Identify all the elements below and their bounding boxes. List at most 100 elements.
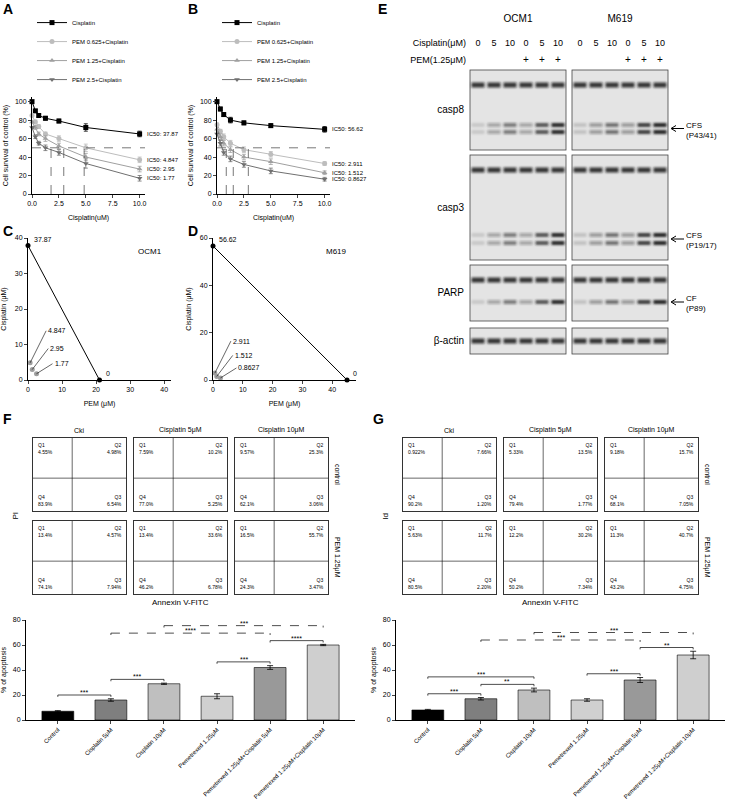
svg-text:Q211.7%: Q211.7% [478,525,492,538]
svg-text:Q10.922%: Q10.922% [408,442,426,455]
svg-text:PEM 1.25μM: PEM 1.25μM [703,537,711,578]
svg-text:40: 40 [328,386,336,393]
svg-text:Q19.18%: Q19.18% [610,442,625,455]
svg-text:***: *** [477,671,485,678]
svg-text:****: **** [185,627,196,634]
svg-text:Q474.1%: Q474.1% [38,577,53,590]
svg-text:PEM (μM): PEM (μM) [269,400,301,408]
svg-text:Cisplatin 10μM: Cisplatin 10μM [628,426,675,434]
svg-text:2.5: 2.5 [54,200,64,207]
svg-text:casp8: casp8 [437,104,464,115]
svg-text:***: *** [240,656,248,663]
svg-text:5.0: 5.0 [266,200,276,207]
svg-text:Q33.06%: Q33.06% [309,494,324,507]
svg-text:10: 10 [505,38,515,48]
svg-text:PARP: PARP [438,287,465,298]
svg-text:60: 60 [19,135,27,142]
svg-text:+: + [641,54,647,65]
svg-text:4.847: 4.847 [48,327,66,334]
svg-text:20: 20 [19,172,27,179]
svg-text:PI: PI [11,512,20,520]
svg-text:Q19.57%: Q19.57% [240,442,255,455]
svg-text:60: 60 [383,641,391,648]
svg-text:Q15.33%: Q15.33% [509,442,524,455]
svg-text:Q37.34%: Q37.34% [578,577,593,590]
svg-text:Q233.6%: Q233.6% [208,525,223,538]
svg-text:% of apoptosis: % of apoptosis [370,647,378,693]
svg-text:IC50: 0.8627: IC50: 0.8627 [332,176,367,182]
svg-text:Q450.2%: Q450.2% [509,577,524,590]
svg-text:2.95: 2.95 [50,345,64,352]
svg-text:Q240.7%: Q240.7% [679,525,694,538]
svg-text:CF: CF [686,294,697,303]
svg-text:Pemetrexed 1.25μM+Cisplatin 5μ: Pemetrexed 1.25μM+Cisplatin 5μM [202,727,273,798]
svg-text:PEM 0.625+Cisplatin: PEM 0.625+Cisplatin [257,39,313,45]
svg-text:0: 0 [353,370,357,377]
svg-text:Annexin V-FITC: Annexin V-FITC [152,598,209,607]
svg-text:M619: M619 [607,13,632,24]
svg-text:Q479.4%: Q479.4% [509,494,524,507]
svg-text:Q111.3%: Q111.3% [610,525,624,538]
svg-text:Q424.3%: Q424.3% [240,577,255,590]
svg-text:Q443.2%: Q443.2% [610,577,625,590]
svg-text:Q36.54%: Q36.54% [107,494,122,507]
svg-text:Cisplatin 5μM: Cisplatin 5μM [84,727,114,757]
svg-text:Q31.77%: Q31.77% [578,494,593,507]
svg-text:Cisplatin 10μM: Cisplatin 10μM [134,727,166,759]
svg-text:20: 20 [269,386,277,393]
svg-text:Q477.0%: Q477.0% [139,494,154,507]
svg-text:(P43/41): (P43/41) [686,131,717,140]
svg-text:Q36.78%: Q36.78% [208,577,223,590]
svg-text:Q255.7%: Q255.7% [309,525,324,538]
svg-text:80: 80 [13,616,21,623]
svg-text:Control: Control [43,727,61,745]
svg-text:40: 40 [160,386,168,393]
svg-text:40: 40 [383,666,391,673]
svg-text:Cki: Cki [74,427,85,434]
svg-text:5: 5 [641,38,646,48]
svg-text:40: 40 [204,154,212,161]
svg-text:IC50: 1.512: IC50: 1.512 [332,170,364,176]
svg-text:***: *** [80,689,88,696]
svg-text:***: *** [610,627,618,634]
svg-text:7.5: 7.5 [293,200,303,207]
svg-text:Q446.2%: Q446.2% [139,577,154,590]
svg-text:Q27.66%: Q27.66% [477,442,492,455]
svg-text:β-actin: β-actin [434,335,464,346]
svg-text:***: *** [133,673,141,680]
svg-text:Q462.1%: Q462.1% [240,494,255,507]
svg-text:10: 10 [655,38,665,48]
svg-text:+: + [523,54,529,65]
svg-text:control: control [704,464,711,485]
svg-text:OCM1: OCM1 [138,247,162,256]
svg-text:Cisplatin(uM): Cisplatin(uM) [68,214,109,222]
svg-text:(P89): (P89) [686,304,706,313]
svg-text:M619: M619 [326,247,347,256]
svg-text:IC50: 4.847: IC50: 4.847 [147,157,179,163]
svg-text:0: 0 [387,716,391,723]
svg-text:Cisplatin 5μM: Cisplatin 5μM [454,727,484,757]
svg-text:Pemetrexed 1.25μM+Cisplatin 10: Pemetrexed 1.25μM+Cisplatin 10μM [623,727,696,800]
svg-text:Q210.2%: Q210.2% [208,442,223,455]
svg-text:2.5: 2.5 [239,200,249,207]
svg-text:0: 0 [26,386,30,393]
svg-text:7.5: 7.5 [108,200,118,207]
svg-text:Control: Control [413,727,431,745]
svg-text:0: 0 [577,38,582,48]
svg-text:Q215.7%: Q215.7% [679,442,694,455]
svg-text:2.911: 2.911 [233,338,250,345]
svg-text:Cisplatin: Cisplatin [257,20,280,26]
svg-text:80: 80 [383,616,391,623]
svg-text:IC50: 2.911: IC50: 2.911 [332,161,363,167]
svg-text:Q34.75%: Q34.75% [679,577,694,590]
svg-text:CFS: CFS [686,121,702,130]
svg-text:0.0: 0.0 [212,200,222,207]
svg-text:(P19/17): (P19/17) [686,241,717,250]
svg-text:Q33.47%: Q33.47% [309,577,324,590]
svg-text:Q113.4%: Q113.4% [38,525,53,538]
svg-text:Q32.20%: Q32.20% [477,577,492,590]
svg-text:0: 0 [475,38,480,48]
svg-text:0: 0 [204,376,208,383]
svg-text:20: 20 [92,386,100,393]
svg-text:PEM 1.25+Cisplatin: PEM 1.25+Cisplatin [257,58,310,64]
